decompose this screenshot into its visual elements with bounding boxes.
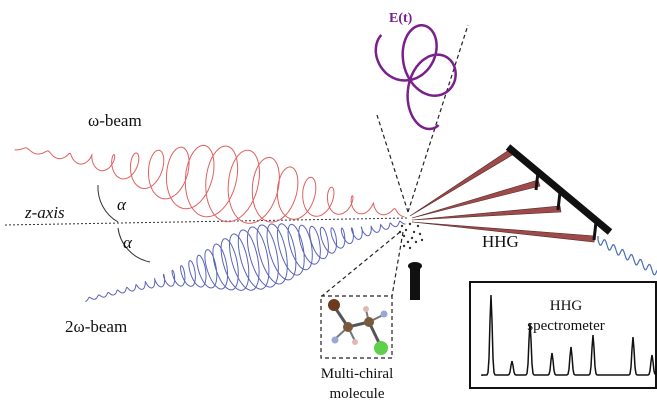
alpha-arc-top — [97, 184, 119, 223]
molecule-label-line2: molecule — [330, 386, 385, 402]
alpha-top-label: α — [117, 195, 127, 214]
grating-mirror-icon — [505, 142, 617, 241]
omega-beam-label: ω-beam — [88, 111, 142, 130]
spectrometer-label-line1: HHG — [550, 298, 583, 314]
field-leader-right — [407, 24, 469, 213]
output-wave — [597, 236, 657, 276]
two-omega-beam-label: 2ω-beam — [65, 317, 127, 336]
two-omega-beam-helix — [85, 220, 406, 302]
molecule-label-line1: Multi-chiral — [321, 366, 393, 382]
hhg-spectrometer-panel — [469, 281, 657, 389]
gas-nozzle-icon — [408, 262, 422, 300]
z-axis-label: z-axis — [24, 203, 65, 222]
molecule-leader-left — [321, 231, 401, 297]
field-label: E(t) — [389, 11, 413, 26]
gas-particles — [398, 222, 424, 250]
hhg-rays — [409, 147, 596, 243]
alpha-bottom-label: α — [123, 233, 133, 252]
chiral-molecule-icon — [320, 295, 393, 359]
field-leader-left — [376, 114, 409, 213]
molecule-leader-right — [391, 231, 404, 297]
z-axis-line — [4, 217, 409, 226]
hhg-spectrum-icon — [481, 294, 656, 376]
omega-beam-helix — [14, 144, 405, 224]
alpha-arc-bottom — [117, 227, 151, 263]
field-trefoil-icon — [374, 24, 457, 131]
hhg-label: HHG — [482, 232, 519, 251]
spectrometer-label-line2: spectrometer — [527, 318, 604, 334]
